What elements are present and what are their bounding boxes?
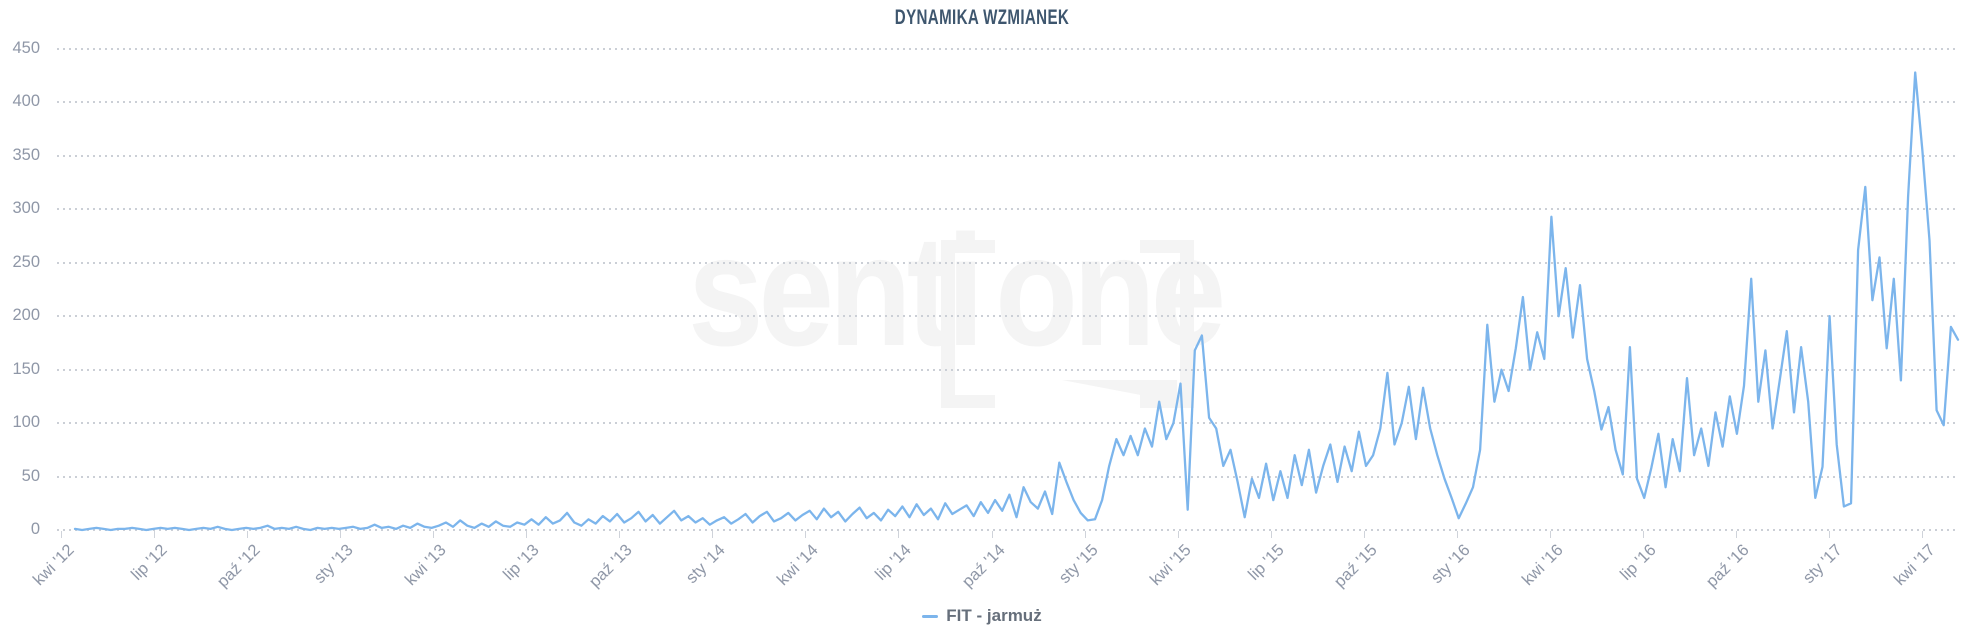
x-tick-mark [1363,531,1365,538]
y-axis-label-200: 200 [12,306,40,325]
chart-title: DYNAMIKA WZMIANEK [894,6,1070,29]
watermark-left-bracket [941,240,995,408]
watermark-right-bracket [1140,240,1194,408]
y-axis-label-400: 400 [12,92,40,111]
x-tick-mark [805,531,807,538]
y-axis-label-300: 300 [12,199,40,218]
gridline-y-200 [57,315,1958,318]
x-tick-mark [1922,531,1923,538]
series-line-fit-jarmuz[interactable] [73,71,1960,532]
gridline-y-450 [57,47,1958,50]
x-tick-mark [712,531,714,538]
x-tick-mark [1456,531,1458,538]
x-tick-mark [1828,531,1830,538]
x-tick-mark [247,531,249,538]
gridline-y-0 [57,529,1958,531]
x-tick-mark [433,531,435,538]
x-tick-mark [1270,531,1272,538]
x-tick-mark [619,531,621,538]
y-axis-label-150: 150 [12,359,40,378]
gridline-y-300 [57,208,1958,211]
x-tick-mark [154,531,156,538]
y-axis-label-100: 100 [12,413,40,432]
y-axis-label-350: 350 [12,145,40,164]
gridline-y-150 [57,368,1958,371]
x-tick-mark [1735,531,1737,538]
x-tick-mark [1177,531,1179,538]
gridline-y-250 [57,261,1958,264]
y-axis-label-250: 250 [12,252,40,271]
x-tick-mark [898,531,900,538]
x-tick-mark [1549,531,1551,538]
gridline-y-100 [57,422,1958,425]
x-tick-mark [1642,531,1644,538]
x-tick-mark [61,531,62,538]
x-tick-mark [1084,531,1086,538]
legend[interactable]: FIT - jarmuż [0,606,1964,626]
gridline-y-50 [57,475,1958,478]
legend-dash-icon [922,614,939,618]
x-tick-mark [526,531,528,538]
y-axis-label-450: 450 [12,38,40,57]
legend-series-label: FIT - jarmuż [946,606,1042,625]
y-axis-label-50: 50 [21,466,40,485]
y-axis-label-0: 0 [30,520,40,538]
x-tick-mark [340,531,342,538]
gridline-y-350 [57,154,1958,157]
gridline-y-400 [57,101,1958,104]
x-tick-mark [991,531,993,538]
watermark-senti-text: senti [688,203,985,379]
